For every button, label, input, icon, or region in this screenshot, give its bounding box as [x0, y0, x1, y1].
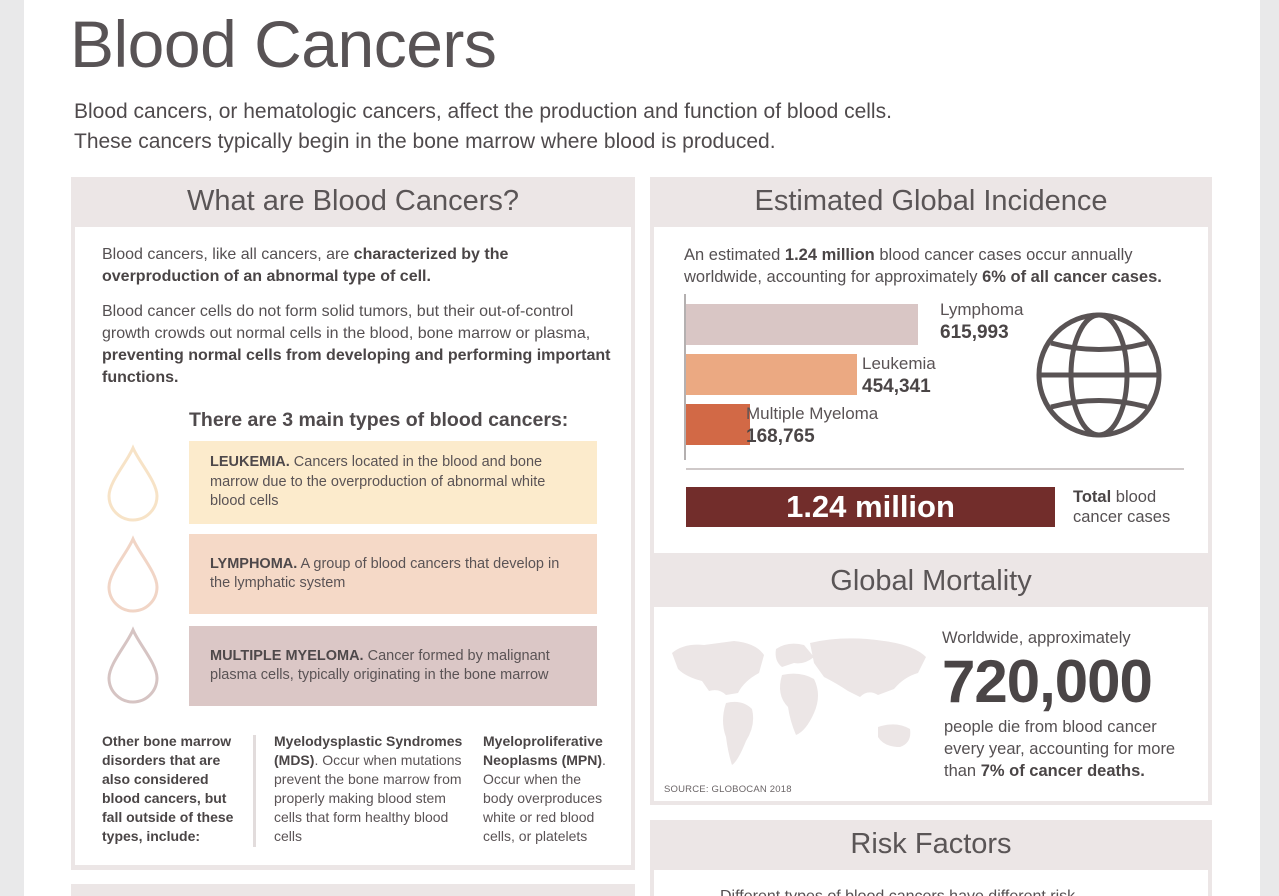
global-incidence-panel: Estimated Global Incidence An estimated …	[650, 177, 1212, 557]
intro-line-2: These cancers typically begin in the bon…	[74, 130, 776, 153]
type-description: LEUKEMIA. Cancers located in the blood a…	[210, 453, 580, 512]
bar-label-myeloma: Multiple Myeloma 168,765	[746, 402, 878, 448]
globe-icon	[1036, 312, 1162, 438]
intro-text: Blood cancers, or hematologic cancers, a…	[74, 97, 892, 157]
divider	[686, 468, 1184, 470]
type-name: LYMPHOMA.	[210, 555, 298, 572]
type-name: LEUKEMIA.	[210, 454, 290, 471]
bar-multiple-myeloma	[686, 404, 750, 445]
text: Blood cancer cells do not form solid tum…	[102, 303, 591, 342]
text: Blood cancers, like all cancers, are	[102, 246, 354, 263]
value: 454,341	[862, 376, 931, 397]
divider	[253, 735, 256, 847]
panel-heading: Global Mortality	[830, 564, 1032, 597]
type-card-multiple-myeloma: MULTIPLE MYELOMA. Cancer formed by malig…	[189, 626, 597, 706]
panel-body: Different types of blood cancers have di…	[654, 870, 1208, 896]
risk-factors-panel: Risk Factors Different types of blood ca…	[650, 820, 1212, 896]
bar-label-lymphoma: Lymphoma 615,993	[940, 298, 1023, 344]
page-title: Blood Cancers	[70, 7, 497, 81]
text: blood cancer cases occur annually worldw…	[684, 246, 1133, 286]
bar-lymphoma	[686, 304, 918, 345]
mpn-description: Myeloproliferative Neoplasms (MPN). Occu…	[483, 732, 615, 846]
panel-body: Blood cancers, like all cancers, are cha…	[75, 227, 631, 865]
emphasis: 7% of cancer deaths.	[980, 762, 1145, 780]
type-desc: Cancers located in the blood and bone ma…	[210, 454, 546, 510]
panel-heading: Risk Factors	[850, 827, 1012, 860]
type-description: MULTIPLE MYELOMA. Cancer formed by malig…	[210, 647, 590, 686]
blood-drop-icon	[107, 626, 159, 704]
emphasis: 6% of all cancer cases.	[982, 268, 1162, 286]
world-map-icon	[672, 638, 926, 765]
value: 168,765	[746, 426, 815, 447]
type-desc: Cancer formed by malignant plasma cells,…	[210, 647, 550, 684]
text: An estimated	[684, 246, 785, 264]
global-mortality-panel: Global Mortality Worldwide, approximatel…	[650, 557, 1212, 805]
types-heading: There are 3 main types of blood cancers:	[189, 409, 569, 431]
text: blood cancer cases	[1073, 488, 1171, 526]
blood-drop-icon	[107, 535, 159, 613]
text: people die from blood cancer every year,…	[944, 718, 1176, 780]
panel-body: Worldwide, approximately 720,000 people …	[654, 607, 1208, 801]
emphasis: characterized by the overproduction of a…	[102, 246, 509, 285]
type-name: MULTIPLE MYELOMA.	[210, 647, 364, 664]
risk-text: Different types of blood cancers have di…	[720, 888, 1075, 896]
type-description: LYMPHOMA. A group of blood cancers that …	[210, 555, 580, 594]
panel-heading: What are Blood Cancers?	[186, 184, 520, 217]
blood-drop-icon	[107, 444, 159, 522]
type-desc: A group of blood cancers that develop in…	[210, 555, 560, 592]
term: Myelodysplastic Syndromes (MDS)	[274, 733, 463, 768]
mds-description: Myelodysplastic Syndromes (MDS). Occur w…	[274, 732, 474, 846]
emphasis: preventing normal cells from developing …	[102, 347, 611, 386]
bar-leukemia	[686, 354, 857, 395]
incidence-bar-chart	[684, 294, 918, 460]
paragraph-1: Blood cancers, like all cancers, are cha…	[102, 244, 562, 288]
incidence-text: An estimated 1.24 million blood cancer c…	[684, 244, 1184, 288]
category: Leukemia	[862, 354, 936, 373]
type-card-lymphoma: LYMPHOMA. A group of blood cancers that …	[189, 534, 597, 614]
bar-label-leukemia: Leukemia 454,341	[862, 352, 936, 398]
total-cases-label: Total blood cancer cases	[1073, 487, 1193, 527]
mortality-text: people die from blood cancer every year,…	[944, 716, 1194, 782]
what-are-blood-cancers-panel: What are Blood Cancers? Blood cancers, l…	[71, 177, 635, 870]
text: Other bone marrow disorders that are als…	[102, 733, 234, 844]
mortality-figure: 720,000	[942, 648, 1153, 715]
total-cases-bar: 1.24 million	[686, 487, 1055, 527]
paragraph-2: Blood cancer cells do not form solid tum…	[102, 301, 612, 389]
panel-heading: Estimated Global Incidence	[754, 184, 1108, 217]
other-disorders-heading: Other bone marrow disorders that are als…	[102, 732, 247, 846]
value: 615,993	[940, 322, 1009, 343]
category: Lymphoma	[940, 300, 1024, 319]
emphasis: Total	[1073, 488, 1112, 506]
source-note: SOURCE: GLOBOCAN 2018	[664, 784, 792, 795]
category: Multiple Myeloma	[746, 404, 879, 423]
intro-line-1: Blood cancers, or hematologic cancers, a…	[74, 100, 892, 123]
type-card-leukemia: LEUKEMIA. Cancers located in the blood a…	[189, 441, 597, 524]
next-panel-edge	[71, 884, 635, 896]
text: . Occur when the body overproduces white…	[483, 752, 606, 844]
panel-body: An estimated 1.24 million blood cancer c…	[654, 227, 1208, 553]
term: Myeloproliferative Neoplasms (MPN)	[483, 733, 603, 768]
mortality-intro: Worldwide, approximately	[942, 629, 1131, 647]
text: . Occur when mutations prevent the bone …	[274, 752, 462, 844]
emphasis: 1.24 million	[784, 246, 875, 264]
